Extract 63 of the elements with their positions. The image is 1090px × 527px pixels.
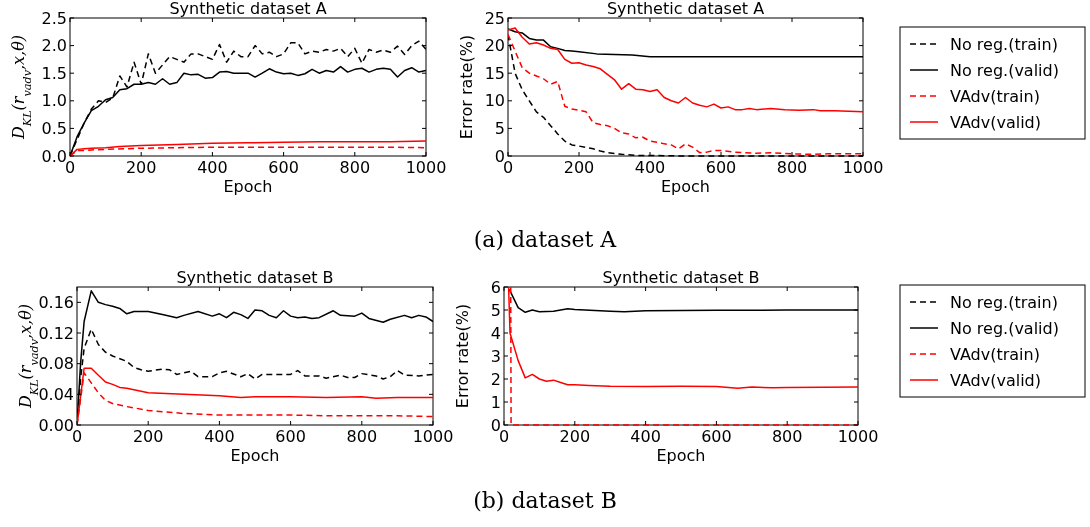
y-tick-label: 1.0 [41,91,67,111]
x-tick-label: 600 [705,158,737,177]
chart-title: Synthetic dataset A [169,0,327,18]
x-tick-label: 200 [132,427,164,446]
line-series [508,27,863,113]
text: (a) dataset A [473,227,618,252]
x-tick-label: 1000 [842,158,884,177]
y-tick-label: 2.0 [41,36,67,56]
x-tick-label: 200 [563,158,595,177]
x-tick-label: 400 [204,427,235,446]
legend-label: No reg.(train) [950,34,1058,54]
legend-label: No reg.(valid) [950,60,1059,80]
y-tick-label: 0.08 [38,354,74,374]
chart-title: Synthetic dataset B [176,268,334,287]
y-tick-label: 10 [484,91,505,111]
x-tick-label: 1000 [412,427,454,446]
y-tick-label: 0.00 [38,415,74,435]
x-axis-title: Epoch [230,446,280,465]
y-tick-label: 3 [490,346,501,366]
x-tick-label: 800 [776,158,808,177]
y-tick-label: 1.5 [41,63,67,83]
x-axis-title: Epoch [661,177,710,196]
y-tick-label: 5 [490,300,501,320]
legend-label: VAdv(train) [950,344,1040,364]
y-tick-label: 5 [494,119,505,138]
x-tick-label: 600 [275,427,306,446]
chart-title: Synthetic dataset A [606,0,765,18]
y-tick-label: 2 [490,369,501,389]
x-tick-label: 200 [125,158,157,177]
y-tick-label: 6 [490,277,501,297]
x-tick-label: 1000 [405,158,447,177]
x-tick-label: 600 [268,158,299,177]
x-tick-label: 800 [346,427,378,446]
legend-label: VAdv(train) [950,86,1040,106]
x-axis-title: Epoch [656,446,706,465]
x-tick-label: 400 [197,158,228,177]
x-tick-label: 600 [701,427,732,446]
chart-title: Synthetic dataset B [602,268,760,287]
y-axis-title: Error rate(%) [453,303,472,409]
legend-label: No reg.(valid) [950,318,1059,338]
y-tick-label: 1 [490,392,501,412]
y-tick-label: 0.12 [38,323,74,343]
y-tick-label: 20 [484,36,505,56]
y-tick-label: 0.04 [38,384,74,404]
x-tick-label: 800 [771,427,803,446]
y-tick-label: 0.16 [38,292,74,312]
legend-label: VAdv(valid) [950,370,1042,390]
y-tick-label: 15 [484,63,505,83]
legend-label: No reg.(train) [950,292,1058,312]
x-tick-label: 800 [339,158,371,177]
text: (b) dataset B [473,488,617,513]
y-tick-label: 0.5 [41,119,67,138]
x-tick-label: 1000 [837,427,879,446]
y-tick-label: 0.0 [41,146,67,166]
x-tick-label: 400 [634,158,666,177]
legend-label: VAdv(valid) [950,112,1042,132]
y-tick-label: 4 [490,323,501,343]
x-tick-label: 400 [630,427,661,446]
y-axis-title: Error rate(%) [457,34,476,140]
x-axis-title: Epoch [223,177,273,196]
x-tick-label: 200 [559,427,591,446]
y-tick-label: 2.5 [41,8,67,28]
y-tick-label: 25 [484,8,505,28]
